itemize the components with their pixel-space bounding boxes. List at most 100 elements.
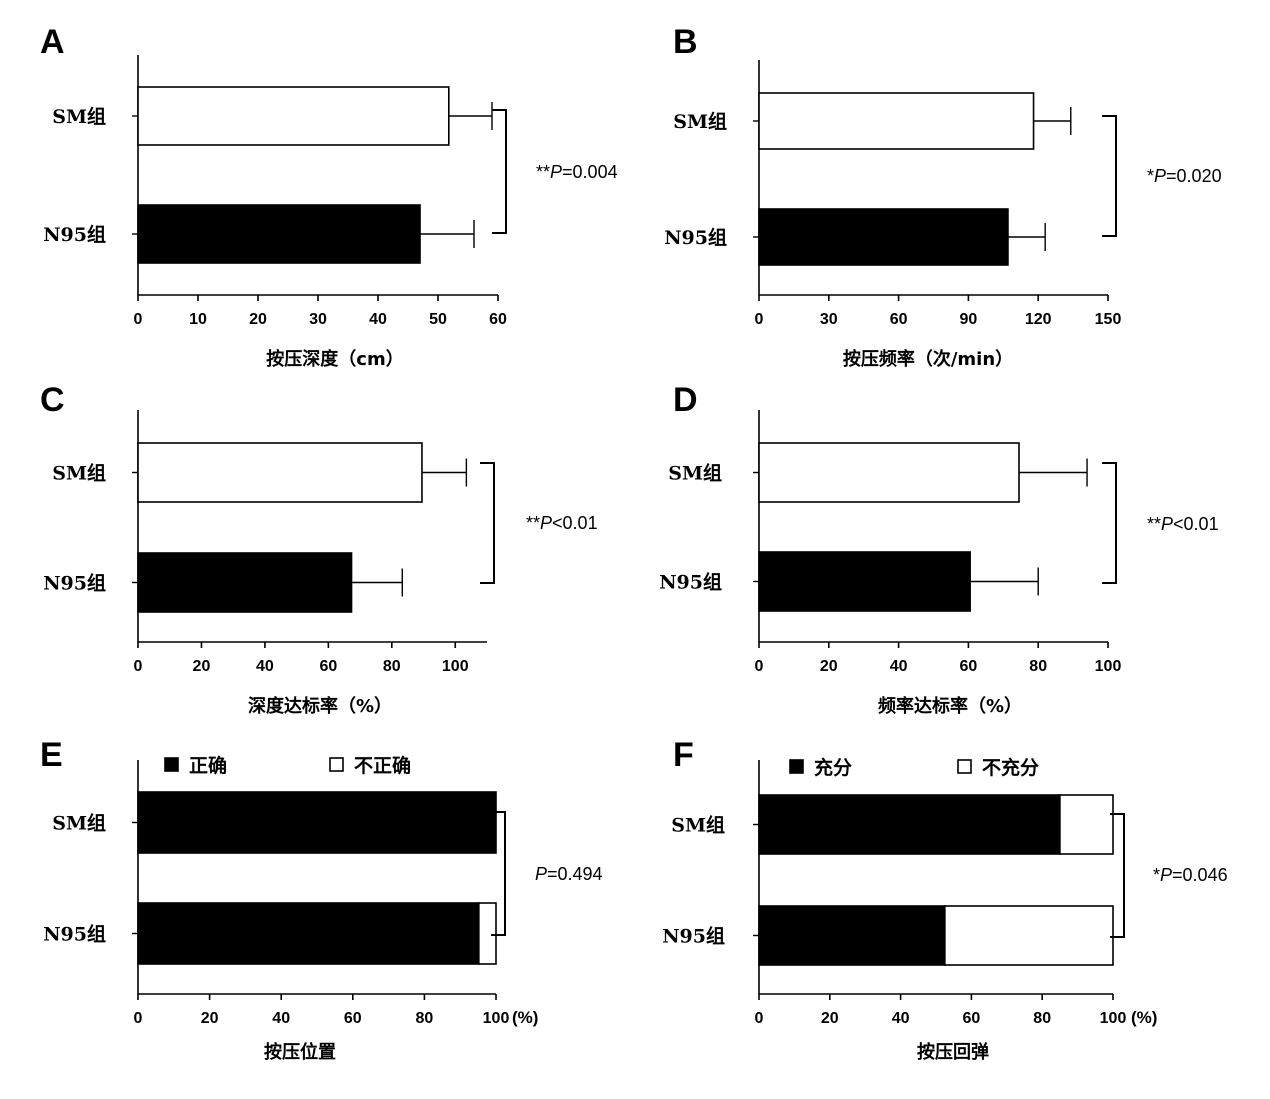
category-label: SM组 <box>673 110 727 133</box>
sig-stars: ** <box>526 513 540 533</box>
x-tick-label: 90 <box>960 311 978 328</box>
x-tick-label: 100 <box>1100 1010 1127 1027</box>
significance-bracket <box>1110 813 1125 938</box>
bar-segment <box>137 902 480 965</box>
category-label: SM组 <box>52 462 106 485</box>
sig-value: =0.494 <box>547 864 603 884</box>
legend-label: 不充分 <box>982 756 1039 779</box>
panel-letter: E <box>40 736 63 774</box>
x-tick-label: 150 <box>1095 311 1122 328</box>
sig-value: =0.020 <box>1166 166 1222 186</box>
x-tick-label: 40 <box>892 1010 910 1027</box>
significance-label: *P=0.046 <box>1153 865 1228 885</box>
bar-segment <box>758 794 1061 855</box>
panel-a: A 0 10 20 30 40 50 60 SM组 N95组 **P=0.004 按压深度（cm） <box>40 23 618 370</box>
x-tick-label: 20 <box>249 311 267 328</box>
x-tick-label: 80 <box>383 658 401 675</box>
x-axis-title: 按压位置 <box>264 1041 336 1063</box>
panel-c: C 0 20 40 60 80 100 SM组 N95组 **P<0.01 深度达标率（%） <box>40 381 598 717</box>
category-label: N95组 <box>659 571 722 594</box>
x-tick-label: 30 <box>820 311 838 328</box>
legend-label: 不正确 <box>354 754 411 777</box>
legend-swatch <box>164 757 179 772</box>
x-tick-label: 80 <box>416 1010 434 1027</box>
category-label: N95组 <box>43 923 106 946</box>
legend-label: 充分 <box>814 756 852 779</box>
bar <box>137 552 353 613</box>
panel-b: B 0 30 60 90 120 150 SM组 N95组 *P=0.020 按压频率（次/min） <box>664 23 1221 370</box>
x-tick-label: 100 <box>483 1010 510 1027</box>
x-tick-label: 60 <box>489 311 507 328</box>
x-tick-label: 0 <box>134 311 143 328</box>
significance-label: **P<0.01 <box>526 513 598 533</box>
bar-segment <box>478 902 497 965</box>
x-tick-label: 80 <box>1029 658 1047 675</box>
sig-stars: * <box>1153 865 1160 885</box>
sig-stars: ** <box>536 162 550 182</box>
x-unit-label: (%) <box>1131 1008 1157 1027</box>
bar-segment <box>1059 794 1114 855</box>
bar <box>758 92 1035 150</box>
sig-value: =0.046 <box>1172 865 1228 885</box>
x-tick-label: 100 <box>1095 658 1122 675</box>
sig-value: =0.004 <box>562 162 618 182</box>
panel-letter: D <box>673 381 698 419</box>
significance-label: *P=0.020 <box>1147 166 1222 186</box>
significance-label: P=0.494 <box>535 864 603 884</box>
panel-e: E 0 20 40 60 80 100 SM组 N95组 P=0.494 按压位置 (%) 正确 不正确 <box>40 736 603 1063</box>
x-tick-label: 60 <box>319 658 337 675</box>
sig-p: P <box>550 162 562 182</box>
bar-segment <box>944 905 1114 966</box>
x-tick-label: 40 <box>890 658 908 675</box>
significance-label: **P=0.004 <box>536 162 618 182</box>
significance-bracket <box>492 109 507 234</box>
panel-letter: C <box>40 381 65 419</box>
legend-swatch <box>329 757 344 772</box>
x-axis-title: 频率达标率（%） <box>878 695 1022 717</box>
category-label: SM组 <box>668 462 722 485</box>
significance-bracket <box>480 462 495 584</box>
x-axis-title: 深度达标率（%） <box>248 695 392 717</box>
x-tick-label: 0 <box>755 311 764 328</box>
bar <box>137 204 421 264</box>
x-tick-label: 20 <box>820 658 838 675</box>
x-tick-label: 60 <box>890 311 908 328</box>
x-tick-label: 20 <box>821 1010 839 1027</box>
x-tick-label: 40 <box>256 658 274 675</box>
sig-p: P <box>1160 865 1172 885</box>
x-tick-label: 60 <box>960 658 978 675</box>
x-tick-label: 20 <box>201 1010 219 1027</box>
x-tick-label: 80 <box>1033 1010 1051 1027</box>
bar <box>758 551 971 612</box>
legend-label: 正确 <box>189 754 227 777</box>
significance-bracket <box>1102 462 1117 584</box>
x-axis-title: 按压回弹 <box>917 1041 989 1063</box>
bar <box>758 208 1009 266</box>
bar-segment <box>137 791 497 854</box>
x-tick-label: 50 <box>429 311 447 328</box>
x-tick-label: 60 <box>344 1010 362 1027</box>
panel-letter: B <box>673 23 698 61</box>
significance-label: **P<0.01 <box>1147 514 1219 534</box>
x-tick-label: 30 <box>309 311 327 328</box>
x-tick-label: 40 <box>369 311 387 328</box>
sig-value: <0.01 <box>1173 514 1219 534</box>
legend-swatch <box>789 759 804 774</box>
x-tick-label: 0 <box>134 658 143 675</box>
bar <box>758 442 1020 503</box>
category-label: SM组 <box>52 812 106 835</box>
x-tick-label: 20 <box>193 658 211 675</box>
sig-p: P <box>535 864 547 884</box>
sig-p: P <box>540 513 552 533</box>
category-label: N95组 <box>43 572 106 595</box>
sig-p: P <box>1161 514 1173 534</box>
bar <box>137 86 450 146</box>
significance-bracket <box>491 811 506 936</box>
sig-stars: * <box>1147 166 1154 186</box>
sig-value: <0.01 <box>552 513 598 533</box>
panel-f: F 0 20 40 60 80 100 SM组 N95组 *P=0.046 按压回弹 (%) 充分 不充分 <box>662 736 1227 1063</box>
x-axis-title: 按压深度（cm） <box>266 348 403 370</box>
category-label: SM组 <box>52 105 106 128</box>
legend-swatch <box>957 759 972 774</box>
